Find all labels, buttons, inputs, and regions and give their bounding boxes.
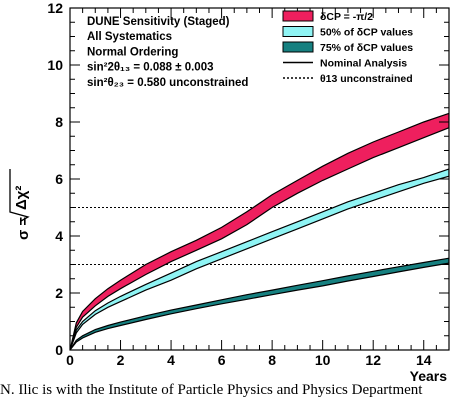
- axes: 0 2 4 6 8 10 12 14 0 2 4 6 8 10 12: [47, 0, 450, 368]
- x-tick-label: 8: [268, 352, 276, 368]
- legend-swatch: [282, 10, 314, 22]
- x-axis-label: Years: [410, 368, 448, 384]
- x-tick-label: 4: [167, 352, 175, 368]
- legend-label: Nominal Analysis: [320, 58, 407, 70]
- x-tick-label: 0: [66, 352, 74, 368]
- y-tick-label: 4: [55, 228, 63, 244]
- legend-swatch: [282, 26, 314, 37]
- y-tick-label: 8: [55, 114, 63, 130]
- legend-label: θ13 unconstrained: [320, 73, 413, 85]
- x-tick-label: 12: [365, 352, 381, 368]
- annotation-line-0: DUNE Sensitivity (Staged): [87, 16, 230, 28]
- annotation-line-2: Normal Ordering: [87, 46, 178, 58]
- legend-label: 50% of δCP values: [320, 27, 413, 39]
- x-tick-label: 14: [416, 352, 432, 368]
- y-axis-label: σ = Δχ²: [9, 169, 32, 240]
- y-tick-label: 0: [55, 342, 63, 358]
- band-series-2: [70, 257, 449, 350]
- plot-area: [70, 112, 449, 350]
- annotation-line-4: sin²θ₂₃ = 0.580 unconstrained: [87, 77, 248, 89]
- band-series-0: [70, 112, 449, 350]
- x-tick-label: 10: [315, 352, 331, 368]
- legend: δCP = -π/2 50% of δCP values 75% of δCP va…: [282, 10, 413, 85]
- page-caption: N. Ilic is with the Institute of Particl…: [0, 382, 423, 398]
- legend-label: δCP = -π/2: [320, 11, 373, 23]
- y-axis-label-main: σ =: [15, 217, 32, 240]
- legend-label: 75% of δCP values: [320, 42, 413, 54]
- annotation-line-1: All Systematics: [87, 31, 172, 43]
- annotation-block: DUNE Sensitivity (Staged) All Systematics…: [87, 16, 248, 89]
- annotation-line-3: sin²2θ₁₃ = 0.088 ± 0.003: [87, 62, 214, 74]
- y-axis-label-radicand: Δχ²: [13, 186, 30, 210]
- y-tick-label: 12: [47, 0, 63, 16]
- x-tick-label: 6: [218, 352, 226, 368]
- legend-swatch: [282, 41, 314, 53]
- axis-labels: Years σ = Δχ²: [9, 169, 448, 384]
- y-tick-label: 2: [55, 285, 63, 301]
- band-series-1: [70, 168, 449, 350]
- x-tick-label: 2: [117, 352, 125, 368]
- y-tick-label: 10: [47, 57, 63, 73]
- sqrt-sign-icon: [9, 169, 30, 222]
- y-tick-label: 6: [55, 171, 63, 187]
